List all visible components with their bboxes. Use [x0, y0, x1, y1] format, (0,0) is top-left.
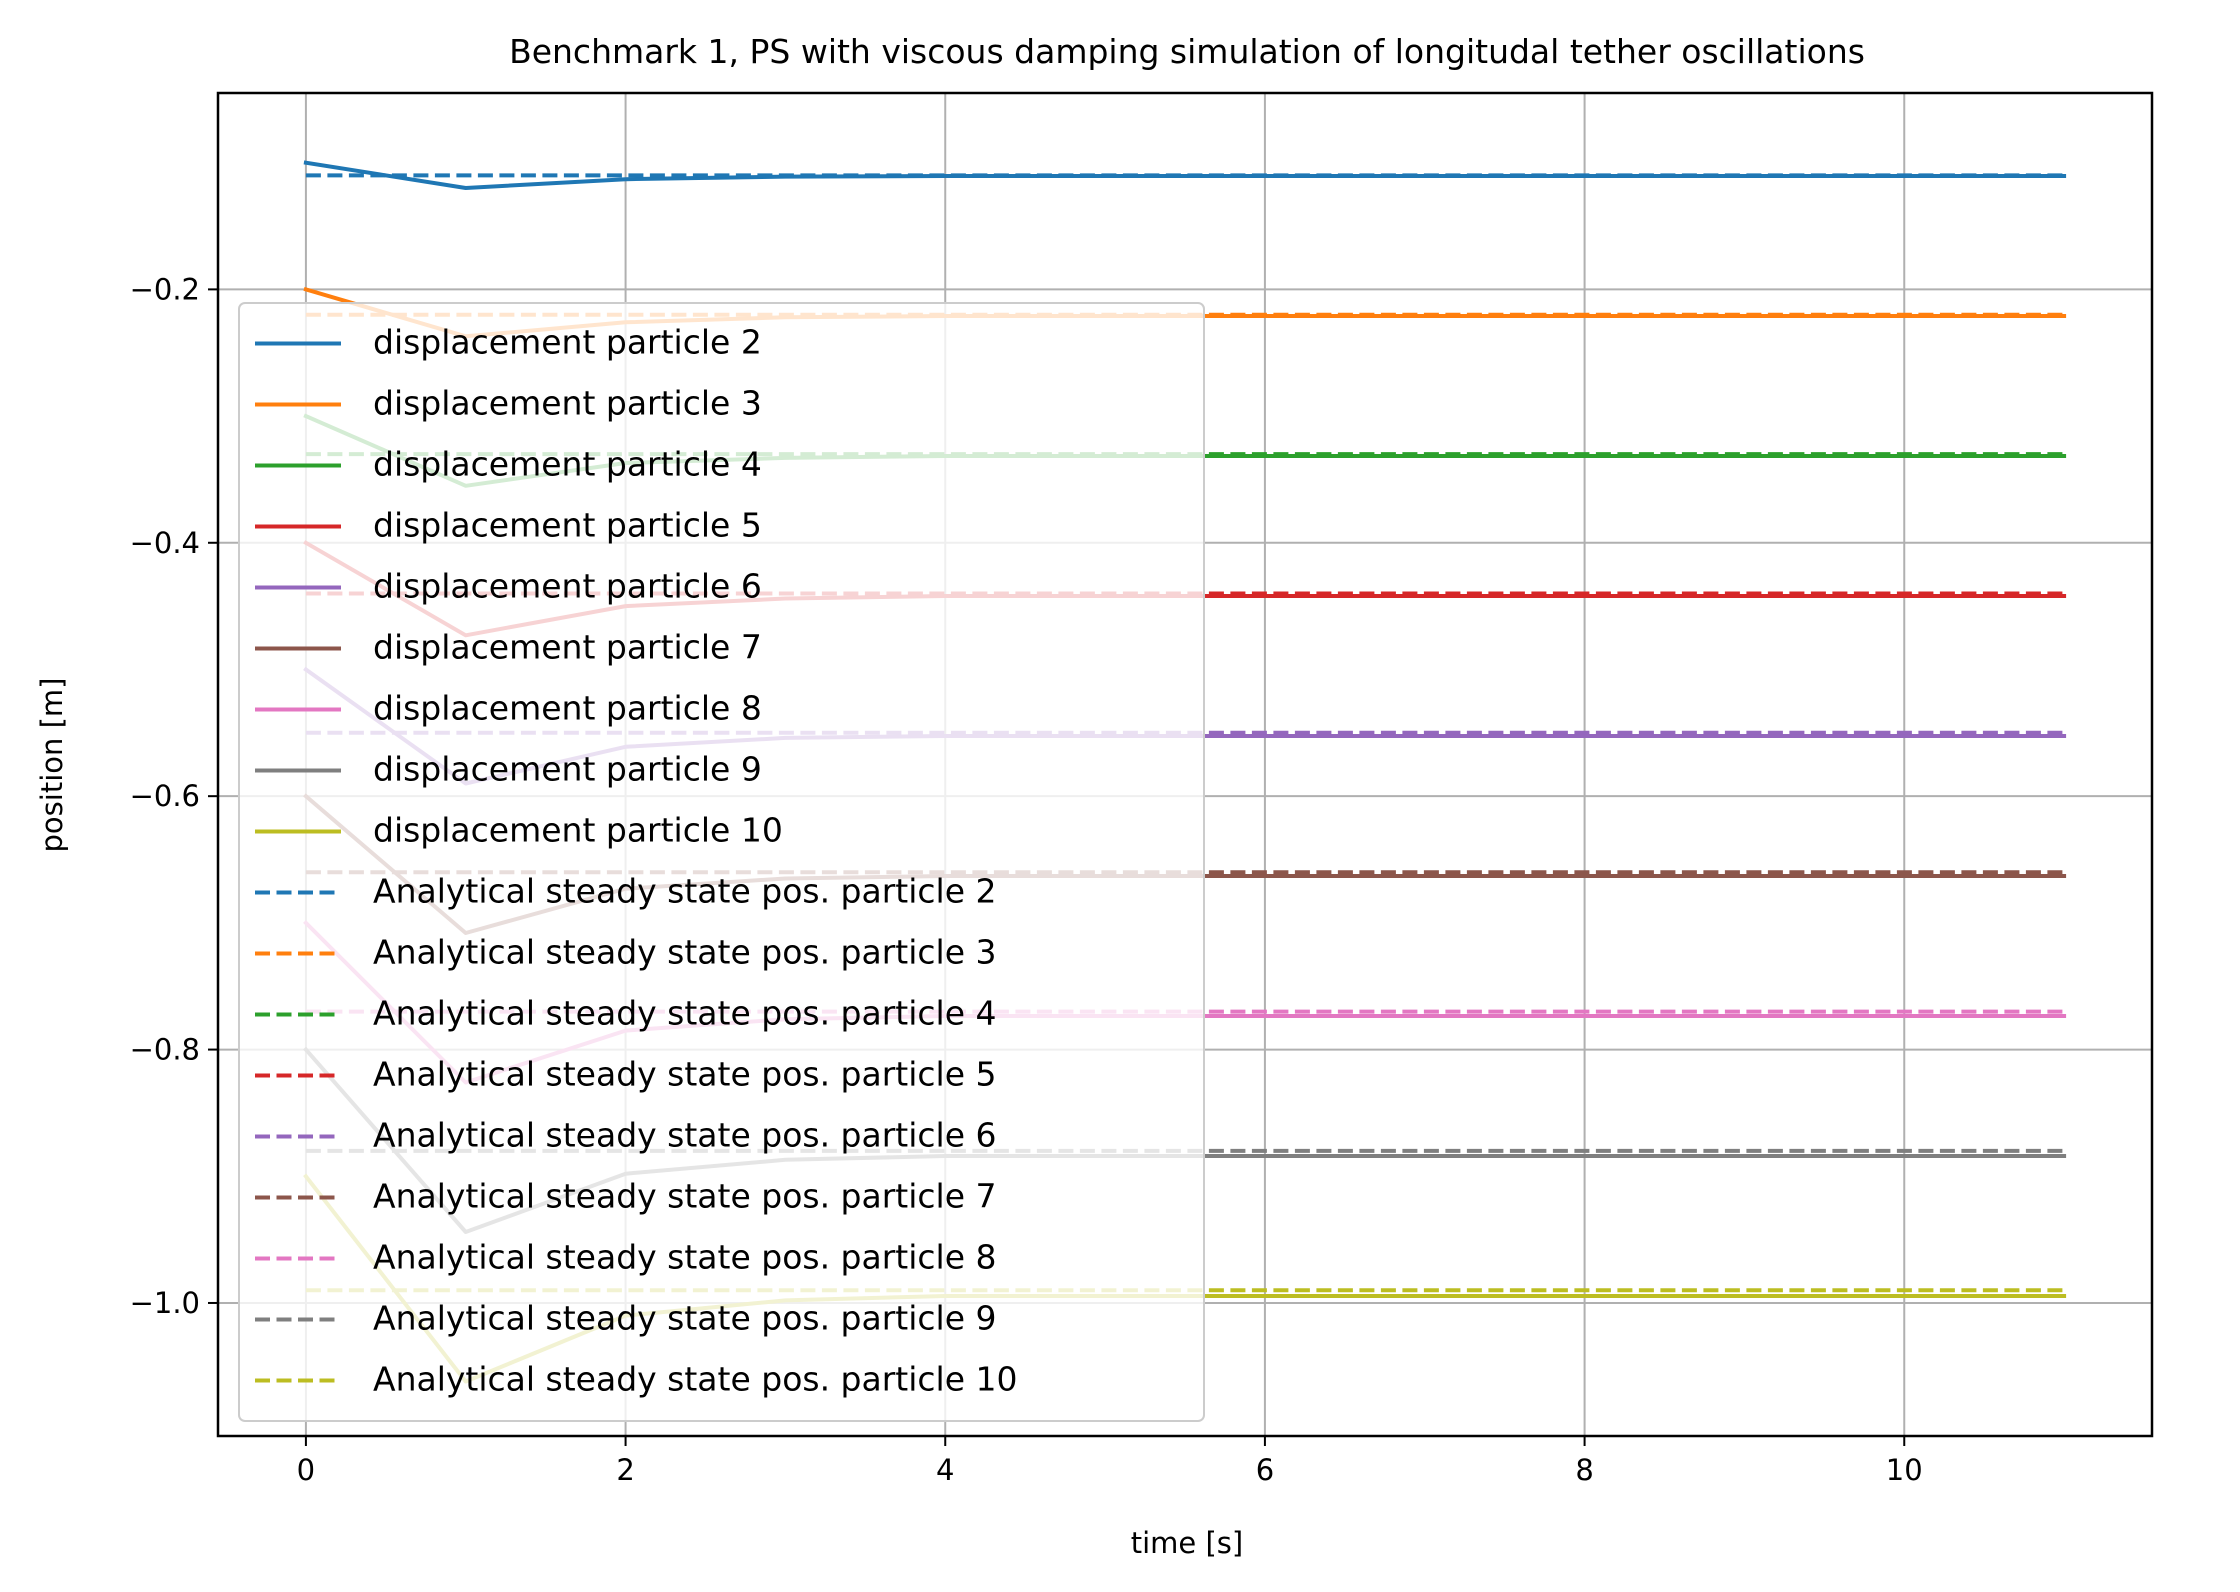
x-tick-label: 0 — [297, 1453, 315, 1487]
x-axis-label: time [s] — [1131, 1526, 1243, 1560]
legend-label: Analytical steady state pos. particle 3 — [373, 933, 997, 972]
legend-label: displacement particle 6 — [373, 567, 762, 606]
legend-label: displacement particle 3 — [373, 384, 762, 423]
legend-label: displacement particle 10 — [373, 811, 783, 850]
y-tick-label: −0.4 — [130, 526, 200, 560]
y-tick-label: −1.0 — [130, 1286, 200, 1320]
legend-label: displacement particle 4 — [373, 445, 762, 484]
legend: displacement particle 2 displacement part… — [238, 302, 1205, 1422]
legend-label: Analytical steady state pos. particle 4 — [373, 994, 997, 1033]
legend-label: displacement particle 9 — [373, 750, 762, 789]
x-tick-label: 2 — [616, 1453, 634, 1487]
legend-label: Analytical steady state pos. particle 5 — [373, 1055, 997, 1094]
legend-label: Analytical steady state pos. particle 8 — [373, 1238, 997, 1277]
legend-label: Analytical steady state pos. particle 2 — [373, 872, 997, 911]
y-tick-label: −0.6 — [130, 779, 200, 813]
x-tick-label: 8 — [1575, 1453, 1593, 1487]
chart-title: Benchmark 1, PS with viscous damping sim… — [509, 32, 1865, 71]
y-tick-label: −0.2 — [130, 272, 200, 306]
legend-label: displacement particle 2 — [373, 323, 762, 362]
x-tick-label: 6 — [1256, 1453, 1274, 1487]
legend-label: Analytical steady state pos. particle 7 — [373, 1177, 997, 1216]
y-axis-label: position [m] — [35, 678, 69, 853]
x-tick-label: 4 — [936, 1453, 954, 1487]
legend-label: displacement particle 8 — [373, 689, 762, 728]
plot-frame — [216, 91, 2154, 1438]
legend-label: Analytical steady state pos. particle 6 — [373, 1116, 997, 1155]
legend-box — [238, 302, 1205, 1422]
legend-label: displacement particle 7 — [373, 628, 762, 667]
legend-label: Analytical steady state pos. particle 9 — [373, 1299, 997, 1338]
y-tick-label: −0.8 — [130, 1033, 200, 1067]
x-tick-label: 10 — [1886, 1453, 1923, 1487]
axes — [216, 91, 2154, 1438]
legend-label: displacement particle 5 — [373, 506, 762, 545]
legend-label: Analytical steady state pos. particle 10 — [373, 1360, 1018, 1399]
ticks: 0 2 4 6 8 10 −0.2 −0.4 −0.6 −0.8 −1.0 — [130, 272, 1923, 1487]
